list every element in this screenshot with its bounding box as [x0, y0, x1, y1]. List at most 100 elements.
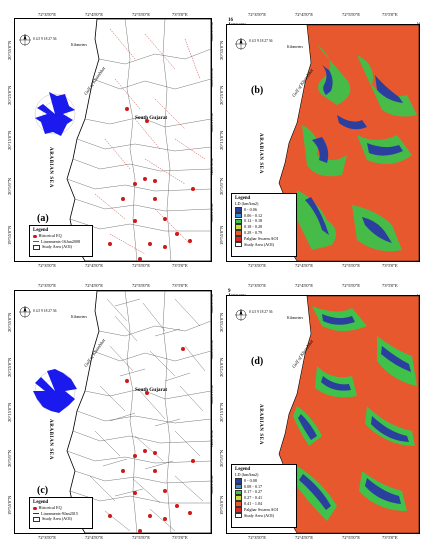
eq-dot-icon	[33, 506, 37, 511]
lineament-icon	[33, 513, 39, 515]
lon-tick: 73°5'0"E	[172, 12, 188, 17]
sea-label: ARABIAN SEA	[258, 404, 263, 445]
lon-tick: 72°35'0"E	[38, 12, 56, 17]
scale-unit: Kilometers	[71, 43, 87, 47]
legend-item: Historical EQ	[33, 233, 89, 238]
north-arrow-icon	[19, 305, 31, 318]
legend-title: Legend	[33, 228, 49, 233]
scale-unit: Kilometers	[71, 315, 87, 319]
legend-d: Legend LD (km/km2) 0 - 0.08 0.08 - 0.17 …	[231, 464, 297, 528]
lon-tick: 72°35'0"E	[38, 283, 56, 288]
lon-tick: 72°35'0"E	[248, 535, 266, 540]
lat-tick: 20°35'0"N	[7, 40, 12, 60]
scale-unit: Kilometers	[287, 45, 303, 49]
lon-tick: 72°35'0"E	[248, 12, 266, 17]
lat-tick: 20°15'0"N	[219, 402, 224, 422]
lon-tick: 72°55'0"E	[342, 535, 360, 540]
legend-item: 0.27 - 0.41	[235, 495, 293, 501]
lon-tick: 73°5'0"E	[172, 263, 188, 268]
lat-tick: 19°55'0"N	[219, 495, 224, 515]
lon-tick: 72°55'0"E	[132, 283, 150, 288]
lon-tick: 73°5'0"E	[172, 535, 188, 540]
legend-item: Study Area (AOI)	[235, 513, 293, 519]
sea-label: ARABIAN SEA	[258, 133, 263, 174]
legend-item: 0.28 - 0.79	[235, 230, 293, 236]
panel-letter: (c)	[37, 485, 49, 496]
lon-tick: 72°35'0"E	[38, 535, 56, 540]
north-arrow-icon	[19, 33, 31, 46]
legend-item: 0.17 - 0.27	[235, 489, 293, 496]
lat-tick: 20°5'0"N	[7, 177, 12, 195]
lat-tick: 20°25'0"N	[7, 357, 12, 377]
region-label: South Gujarat	[135, 115, 168, 121]
legend-item: 0.12 - 0.18	[235, 218, 293, 225]
panel-letter: (b)	[251, 85, 264, 96]
legend-item: Lineaments-9Jan2015	[33, 511, 89, 516]
lon-tick: 73°5'0"E	[172, 283, 188, 288]
lon-tick: 72°45'0"E	[295, 12, 313, 17]
map-frame-d: 0 4.5 9 18 27 36 Kilometers Gulf of Kham…	[226, 295, 420, 534]
lon-tick: 72°55'0"E	[342, 263, 360, 268]
lon-tick: 72°35'0"E	[248, 283, 266, 288]
lat-tick: 20°15'0"N	[219, 130, 224, 150]
legend-item: Study Area (AOI)	[33, 516, 89, 522]
lat-tick: 20°5'0"N	[219, 177, 224, 195]
lat-tick: 19°55'0"N	[7, 225, 12, 245]
lat-tick: 19°55'0"N	[219, 225, 224, 245]
lon-tick: 73°5'0"E	[382, 283, 398, 288]
lon-tick: 72°45'0"E	[85, 263, 103, 268]
lon-tick: 72°55'0"E	[342, 12, 360, 17]
scale-unit: Kilometers	[287, 316, 303, 320]
legend-title: Legend	[235, 196, 251, 201]
legend-item: Study Area (AOI)	[33, 244, 89, 250]
lon-tick: 72°45'0"E	[85, 12, 103, 17]
rose-diagram	[34, 92, 76, 136]
lon-tick: 73°5'0"E	[382, 263, 398, 268]
scale-bar: 0 4.5 9 18 27 36	[249, 39, 273, 43]
lon-tick: 72°45'0"E	[295, 535, 313, 540]
legend-title: Legend	[235, 467, 251, 472]
density-map-d	[278, 296, 419, 533]
legend-item: Palghar Swarm AOI	[235, 507, 293, 513]
lon-tick: 72°35'0"E	[248, 263, 266, 268]
density-map-b	[278, 25, 419, 261]
lat-tick: 20°35'0"N	[7, 312, 12, 332]
legend-item: Study Area (AOI)	[235, 242, 293, 248]
scale-bar: 0 4.5 9 18 27 36	[249, 310, 273, 314]
legend-item: 0.18 - 0.28	[235, 224, 293, 230]
legend-b: Legend LD (km/km2) 0 - 0.06 0.06 - 0.12 …	[231, 193, 297, 257]
legend-subtitle: LD (km/km2)	[235, 201, 259, 207]
legend-item: Palghar Swarm AOI	[235, 236, 293, 242]
panel-letter: (a)	[37, 213, 49, 224]
legend-a: Legend Historical EQ Lineaments-16Jan200…	[29, 225, 93, 257]
aoi-box-icon	[33, 244, 40, 250]
lat-tick: 19°55'0"N	[7, 495, 12, 515]
rose-diagram	[33, 369, 77, 413]
legend-c: Legend Historical EQ Lineaments-9Jan2015…	[29, 497, 93, 529]
lat-tick: 20°5'0"N	[219, 449, 224, 467]
sea-label: ARABIAN SEA	[48, 419, 53, 460]
basemap-c	[33, 291, 211, 533]
panel-letter: (d)	[251, 356, 264, 367]
legend-item: 0.08 - 0.17	[235, 484, 293, 490]
region-label: South Gujarat	[135, 387, 168, 393]
legend-item: 0.41 - 1.04	[235, 501, 293, 507]
lon-tick: 72°45'0"E	[295, 263, 313, 268]
lat-tick: 20°35'0"N	[219, 40, 224, 60]
lineament-icon	[33, 241, 39, 243]
sea-label: ARABIAN SEA	[48, 147, 53, 188]
lat-tick: 20°25'0"N	[219, 357, 224, 377]
scale-bar: 0 4.5 9 18 27 36	[33, 37, 57, 41]
aoi-box-icon	[33, 516, 40, 522]
lon-tick: 72°55'0"E	[132, 12, 150, 17]
lat-tick: 20°15'0"N	[7, 402, 12, 422]
lon-tick: 73°5'0"E	[382, 12, 398, 17]
scale-bar: 0 4.5 9 18 27 36	[33, 309, 57, 313]
legend-item: 0 - 0.06	[235, 207, 293, 213]
lat-tick: 20°25'0"N	[219, 85, 224, 105]
map-frame-c: 0 4.5 9 18 27 36 Kilometers Gulf of Kham…	[14, 290, 212, 534]
lon-tick: 72°55'0"E	[132, 535, 150, 540]
legend-item: 0.06 - 0.12	[235, 213, 293, 219]
lat-tick: 20°35'0"N	[219, 312, 224, 332]
eq-dot-icon	[33, 234, 37, 239]
